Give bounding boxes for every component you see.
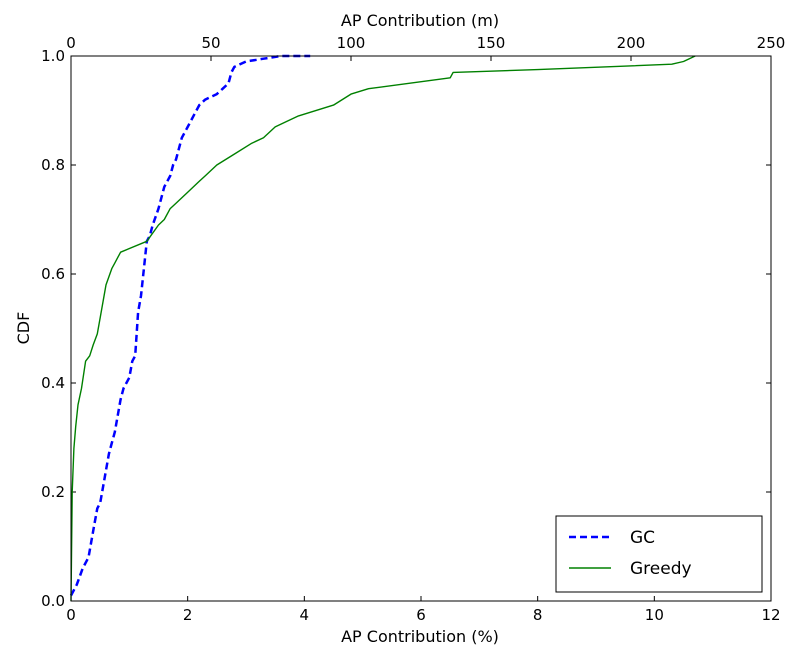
x2-tick-label: 0 bbox=[66, 34, 76, 52]
x2-tick-label: 200 bbox=[617, 34, 646, 52]
x-tick-label: 4 bbox=[300, 606, 310, 624]
y-tick-label: 0.2 bbox=[41, 483, 65, 501]
x-tick-label: 0 bbox=[66, 606, 76, 624]
y-tick-label: 0.6 bbox=[41, 265, 65, 283]
legend-label-gc: GC bbox=[630, 528, 655, 548]
legend-box bbox=[555, 515, 763, 593]
x-tick-label: 6 bbox=[416, 606, 426, 624]
y-tick-label: 0.0 bbox=[41, 592, 65, 610]
series-line-gc bbox=[69, 54, 311, 597]
x2-axis-title: AP Contribution (m) bbox=[341, 11, 499, 30]
y-tick-label: 1.0 bbox=[41, 47, 65, 65]
plot-frame bbox=[70, 55, 772, 602]
x-tick-label: 10 bbox=[645, 606, 664, 624]
series-line-greedy bbox=[70, 55, 696, 602]
x-axis-title: AP Contribution (%) bbox=[341, 627, 499, 646]
x2-tick-label: 100 bbox=[337, 34, 366, 52]
legend: GC Greedy bbox=[555, 515, 763, 593]
legend-label-greedy: Greedy bbox=[630, 559, 692, 579]
x-tick-label: 8 bbox=[533, 606, 543, 624]
x-tick-label: 2 bbox=[183, 606, 193, 624]
y-tick-label: 0.8 bbox=[41, 156, 65, 174]
x2-tick-label: 250 bbox=[757, 34, 786, 52]
x2-tick-label: 150 bbox=[477, 34, 506, 52]
x2-tick-label: 50 bbox=[201, 34, 220, 52]
y-tick-label: 0.4 bbox=[41, 374, 65, 392]
y-axis-title: CDF bbox=[14, 312, 33, 345]
x-tick-label: 12 bbox=[761, 606, 780, 624]
